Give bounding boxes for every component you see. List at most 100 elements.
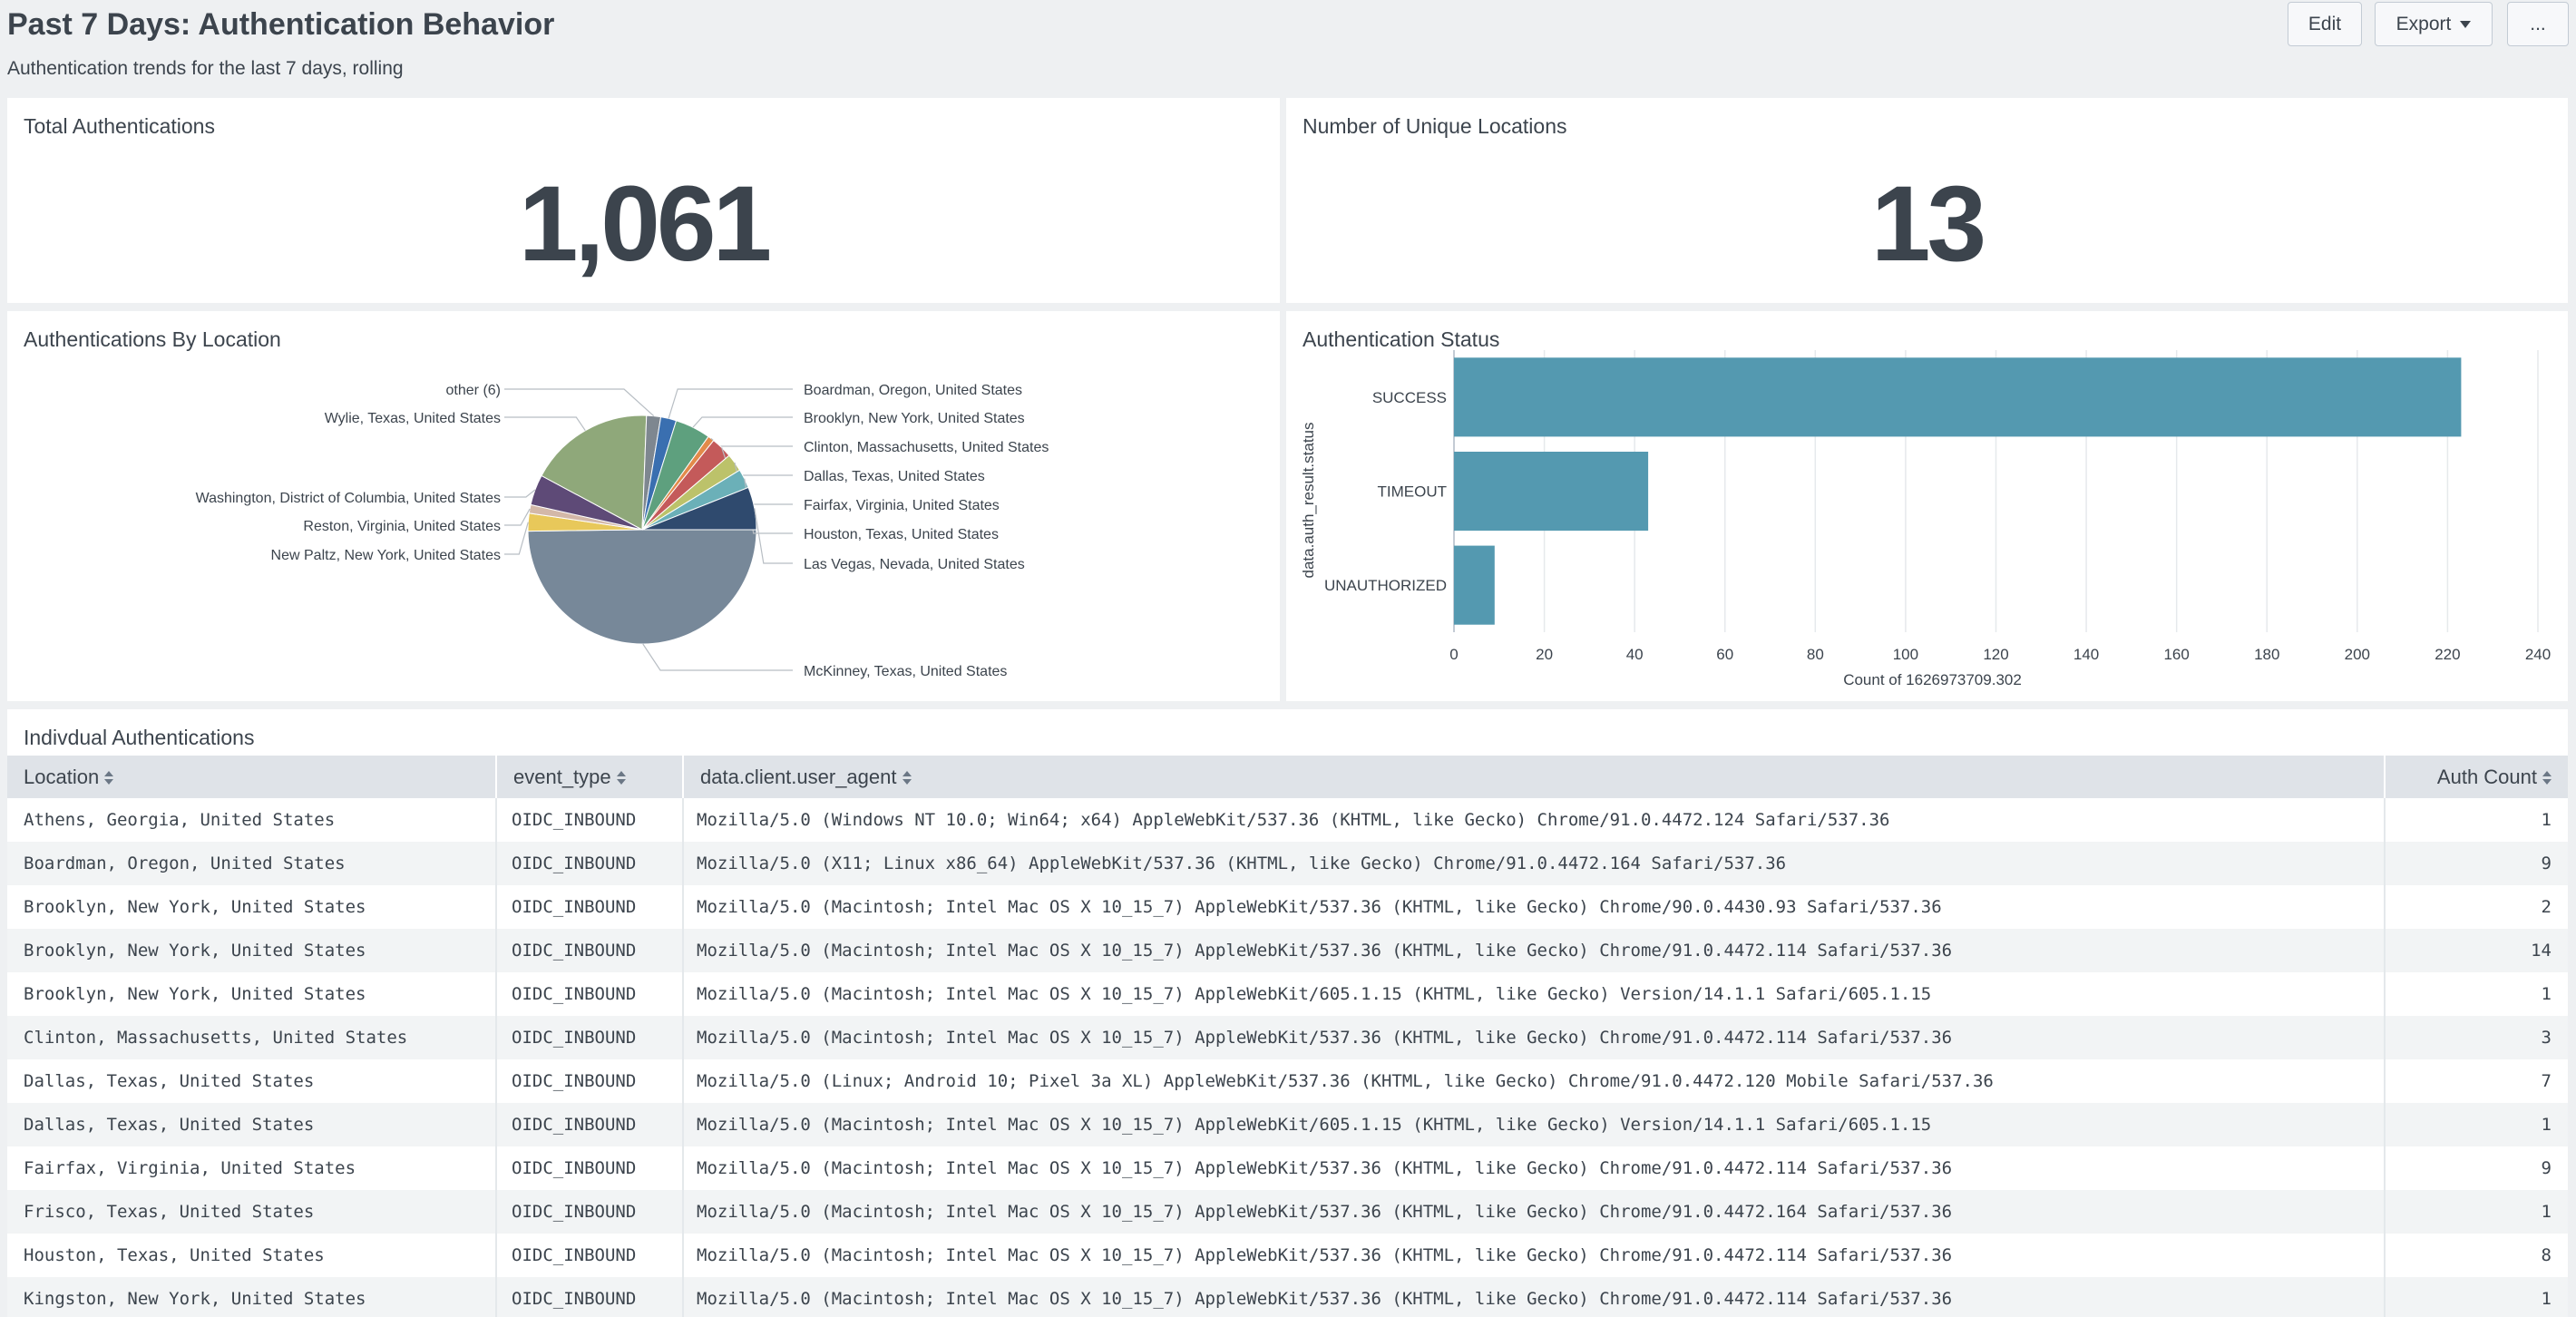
cell-event-type: OIDC_INBOUND — [512, 1289, 637, 1309]
cell-auth-count: 1 — [2541, 1289, 2552, 1309]
column-header-event-type[interactable]: event_type — [497, 756, 682, 798]
table-row[interactable]: Brooklyn, New York, United States OIDC_IN… — [7, 929, 2568, 972]
column-divider — [2384, 1016, 2386, 1059]
column-divider — [682, 1103, 684, 1146]
total-authentications-value[interactable]: 1,061 — [518, 164, 772, 284]
cell-user-agent: Mozilla/5.0 (Macintosh; Intel Mac OS X 1… — [697, 1202, 1953, 1222]
cell-user-agent: Mozilla/5.0 (Macintosh; Intel Mac OS X 1… — [697, 1289, 1953, 1309]
cell-auth-count: 7 — [2541, 1071, 2552, 1091]
panel-title: Authentications By Location — [24, 327, 281, 351]
column-header-user-agent[interactable]: data.client.user_agent — [684, 756, 2384, 798]
auth-by-location-panel: Authentications By Location McKinney, Te… — [7, 311, 1280, 701]
x-tick-label: 160 — [2163, 646, 2189, 663]
pie-slice[interactable] — [641, 486, 757, 531]
y-tick-label: SUCCESS — [1372, 389, 1447, 406]
table-row[interactable]: Brooklyn, New York, United States OIDC_IN… — [7, 972, 2568, 1016]
column-divider — [2384, 972, 2386, 1016]
auth-status-panel: Authentication Status 0 20 40 60 80 100 120 140… — [1286, 311, 2568, 701]
cell-auth-count: 1 — [2541, 810, 2552, 830]
table-row[interactable]: Dallas, Texas, United States OIDC_INBOUND… — [7, 1103, 2568, 1146]
pie-label: New Paltz, New York, United States — [271, 548, 501, 563]
pie-leader-line — [504, 489, 536, 498]
unique-locations-value[interactable]: 13 — [1870, 164, 1986, 284]
cell-auth-count: 3 — [2541, 1028, 2552, 1048]
x-axis-title: Count of 1626973709.302 — [1843, 671, 2022, 688]
cell-location: Brooklyn, New York, United States — [24, 897, 366, 917]
table-header: Location event_type data.client.user_age… — [7, 756, 2568, 798]
pie-leader-line — [642, 643, 793, 671]
table-row[interactable]: Frisco, Texas, United States OIDC_INBOUND… — [7, 1190, 2568, 1234]
panel-title: Indivdual Authentications — [24, 726, 255, 749]
table-row[interactable]: Kingston, New York, United States OIDC_IN… — [7, 1277, 2568, 1317]
cell-user-agent: Mozilla/5.0 (Macintosh; Intel Mac OS X 1… — [697, 1158, 1953, 1178]
cell-user-agent: Mozilla/5.0 (Macintosh; Intel Mac OS X 1… — [697, 1028, 1953, 1048]
y-tick-label: UNAUTHORIZED — [1324, 577, 1447, 594]
cell-auth-count: 1 — [2541, 984, 2552, 1004]
x-tick-label: 120 — [1983, 646, 2008, 663]
sort-icon — [104, 771, 114, 785]
table-row[interactable]: Athens, Georgia, United States OIDC_INBOU… — [7, 798, 2568, 842]
column-divider — [682, 798, 684, 842]
column-divider — [2384, 1277, 2386, 1317]
dashboard-header: Past 7 Days: Authentication Behavior Aut… — [0, 0, 2576, 93]
column-divider — [682, 885, 684, 929]
pie-leader-line — [692, 416, 793, 428]
column-header-auth-count[interactable]: Auth Count — [2386, 756, 2568, 798]
cell-auth-count: 9 — [2541, 854, 2552, 873]
pie-slice[interactable] — [541, 415, 648, 531]
total-authentications-panel: Total Authentications 1,061 — [7, 98, 1280, 303]
table-row[interactable]: Fairfax, Virginia, United States OIDC_INB… — [7, 1146, 2568, 1190]
y-axis-title: data.auth_result.status — [1300, 422, 1317, 578]
table-row[interactable]: Houston, Texas, United States OIDC_INBOUN… — [7, 1234, 2568, 1277]
cell-user-agent: Mozilla/5.0 (Macintosh; Intel Mac OS X 1… — [697, 941, 1953, 961]
pie-label: Brooklyn, New York, United States — [804, 411, 1025, 426]
table-row[interactable]: Clinton, Massachusetts, United States OID… — [7, 1016, 2568, 1059]
column-header-location[interactable]: Location — [7, 756, 495, 798]
bar[interactable] — [1454, 452, 1649, 532]
more-actions-button[interactable]: ... — [2507, 2, 2569, 46]
cell-auth-count: 14 — [2531, 941, 2552, 961]
x-tick-label: 220 — [2435, 646, 2460, 663]
cell-auth-count: 9 — [2541, 1158, 2552, 1178]
column-divider — [495, 842, 497, 885]
column-divider — [495, 1103, 497, 1146]
column-divider — [495, 1059, 497, 1103]
x-tick-label: 80 — [1807, 646, 1824, 663]
cell-user-agent: Mozilla/5.0 (Macintosh; Intel Mac OS X 1… — [697, 1245, 1953, 1265]
cell-location: Fairfax, Virginia, United States — [24, 1158, 356, 1178]
pie-leader-line — [754, 508, 793, 564]
cell-user-agent: Mozilla/5.0 (Macintosh; Intel Mac OS X 1… — [697, 1115, 1932, 1135]
pie-leader-line — [504, 388, 655, 417]
edit-button[interactable]: Edit — [2288, 2, 2362, 46]
cell-event-type: OIDC_INBOUND — [512, 810, 637, 830]
column-divider — [682, 1190, 684, 1234]
pie-label: Dallas, Texas, United States — [804, 469, 985, 484]
table-row[interactable]: Brooklyn, New York, United States OIDC_IN… — [7, 885, 2568, 929]
pie-slice[interactable] — [527, 529, 757, 645]
cell-event-type: OIDC_INBOUND — [512, 941, 637, 961]
x-tick-label: 40 — [1626, 646, 1644, 663]
table-body: Athens, Georgia, United States OIDC_INBOU… — [7, 798, 2568, 1317]
column-divider — [495, 798, 497, 842]
column-divider — [495, 756, 497, 798]
pie-leader-line — [504, 416, 586, 432]
bar[interactable] — [1454, 357, 2462, 437]
table-row[interactable]: Dallas, Texas, United States OIDC_INBOUND… — [7, 1059, 2568, 1103]
column-divider — [682, 1234, 684, 1277]
pie-label: Las Vegas, Nevada, United States — [804, 557, 1025, 572]
table-row[interactable]: Boardman, Oregon, United States OIDC_INBO… — [7, 842, 2568, 885]
sort-icon — [902, 771, 912, 785]
column-divider — [495, 1234, 497, 1277]
x-tick-label: 100 — [1893, 646, 1918, 663]
bar[interactable] — [1454, 545, 1495, 625]
x-tick-label: 240 — [2525, 646, 2551, 663]
column-divider — [682, 1059, 684, 1103]
cell-event-type: OIDC_INBOUND — [512, 897, 637, 917]
sort-icon — [616, 771, 626, 785]
cell-event-type: OIDC_INBOUND — [512, 1158, 637, 1178]
page-title: Past 7 Days: Authentication Behavior — [7, 7, 555, 42]
column-divider — [495, 1277, 497, 1317]
export-button[interactable]: Export — [2375, 2, 2493, 46]
pie-leader-line — [668, 388, 793, 419]
column-divider — [495, 1146, 497, 1190]
